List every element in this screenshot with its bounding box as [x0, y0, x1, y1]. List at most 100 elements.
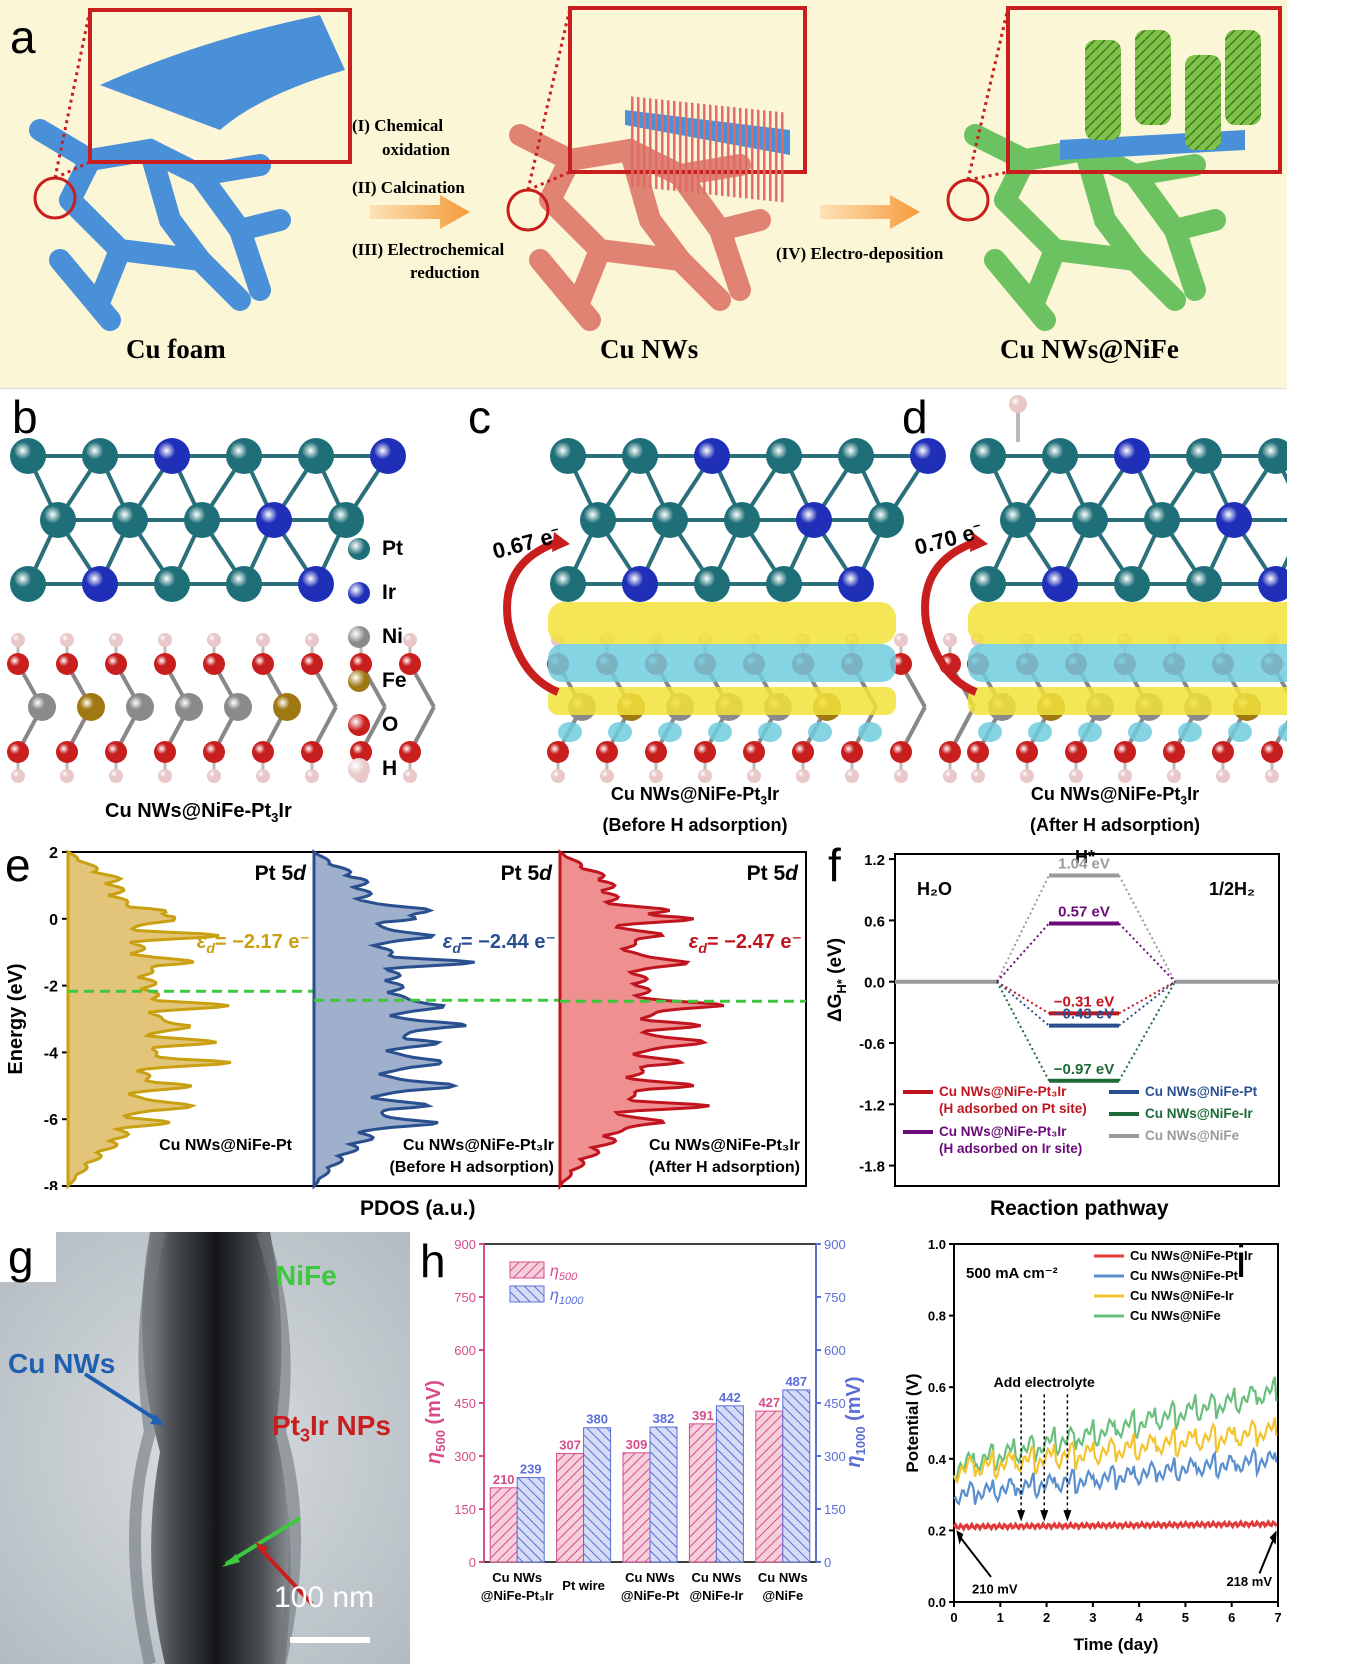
y-tick-label: 0.6 [864, 913, 885, 930]
y-tick-label: 0.4 [928, 1452, 947, 1467]
bar-eta1000 [715, 1405, 744, 1563]
pathway-dotted [996, 981, 1050, 1082]
scale-bar-label: 100 nm [274, 1581, 375, 1614]
x-tick-label: 4 [1136, 1610, 1144, 1625]
panel-g-tem-image: g NiFe Cu NWs Pt3Ir NPs 100 nm [0, 1232, 410, 1664]
panel-c-label: c [468, 391, 491, 443]
i-frame [953, 1243, 1279, 1603]
panel-d-label: d [902, 391, 928, 443]
bar-value-label: 382 [653, 1411, 675, 1426]
level-value-label: −0.97 eV [1054, 1061, 1114, 1078]
atom-legend-dot [348, 758, 370, 780]
level-value-label: −0.43 eV [1054, 1006, 1114, 1023]
start-arrow [956, 1533, 992, 1578]
bar-value-label: 309 [626, 1437, 648, 1452]
step-text-2: oxidation [382, 140, 451, 159]
x-tick-label: 3 [1089, 1610, 1096, 1625]
y-axis-label: Potential (V) [903, 1373, 922, 1472]
bar-value-label: 210 [493, 1472, 515, 1487]
atom-legend-dot [348, 538, 370, 560]
atom-legend-label: Ni [382, 625, 403, 648]
right-tick-label: 300 [824, 1449, 846, 1464]
bar-eta500 [622, 1452, 651, 1563]
atom-legend-item: Fe [348, 659, 438, 703]
y-tick-label: -4 [44, 1045, 58, 1062]
right-axis-label: η1000 (mV) [843, 1376, 868, 1467]
level-value-label: 0.57 eV [1058, 903, 1110, 920]
panel-g-label-bg [0, 1232, 56, 1282]
add-electrolyte-label: Add electrolyte [994, 1374, 1095, 1390]
caption-cu-nws: Cu NWs [600, 334, 699, 364]
right-tick-label: 600 [824, 1343, 846, 1358]
charge-transfer-arrowhead [552, 532, 570, 552]
subpanel-name-2: (After H adsorption) [649, 1159, 800, 1176]
caption-cu-foam: Cu foam [126, 334, 226, 364]
atom-legend-label: O [382, 713, 399, 736]
panel-e-label: e [5, 839, 31, 891]
x-tick-label: 0 [950, 1610, 957, 1625]
x-tick-label: 1 [997, 1610, 1004, 1625]
pathway-dotted [1118, 981, 1176, 1082]
add-electrolyte-arrowhead [1017, 1510, 1026, 1522]
bar-value-label: 391 [692, 1408, 714, 1423]
label-nife: NiFe [276, 1260, 337, 1291]
end-arrowhead [1269, 1530, 1277, 1545]
pdos-curve [312, 848, 475, 1190]
right-tick-label: 750 [824, 1290, 846, 1305]
d-band-center-label: εd= −2.17 e⁻ [197, 931, 310, 956]
category-label: Cu NWs [691, 1570, 741, 1585]
panel-c-caption: Cu NWs@NiFe-Pt3Ir (Before H adsorption) [602, 784, 788, 835]
panel-e-xlabel: PDOS (a.u.) [360, 1197, 476, 1220]
panel-a-illustration [29, 6, 1282, 331]
subpanel-name: Cu NWs@NiFe-Pt₃Ir [403, 1137, 554, 1154]
panel-h-label: h [420, 1235, 446, 1287]
charge-transfer-arrow [921, 538, 978, 696]
bar-eta500 [755, 1410, 784, 1563]
zoom-box-a1 [88, 8, 352, 164]
label-pt3ir-nps: Pt3Ir NPs [272, 1410, 391, 1446]
subpanel-name: Cu NWs@NiFe-Pt [159, 1137, 293, 1154]
lattice-structure [967, 395, 1287, 783]
atom-legend-label: Fe [382, 669, 407, 692]
panel-b-caption: Cu NWs@NiFe-Pt3Ir [105, 800, 292, 825]
legend-label: Cu NWs@NiFe-Pt₃Ir [1130, 1248, 1253, 1263]
panel-f-xlabel: Reaction pathway [990, 1197, 1169, 1220]
h2-label: 1/2H₂ [1209, 879, 1255, 899]
atom-legend-dot [348, 670, 370, 692]
add-electrolyte-arrowhead [1063, 1510, 1072, 1522]
y-tick-label: 1.2 [864, 852, 885, 869]
legend-swatch [509, 1261, 545, 1279]
atom-legend-item: Ir [348, 571, 438, 615]
legend-label: Cu NWs@NiFe-Ir [1145, 1106, 1253, 1121]
category-label-2: @NiFe-Pt [621, 1588, 680, 1603]
pathway-dotted [1118, 980, 1176, 1027]
y-tick-label: 0.8 [928, 1309, 946, 1324]
bar-eta1000 [782, 1389, 811, 1563]
pdos-curve [558, 849, 725, 1190]
category-label-2: @NiFe-Pt₃Ir [481, 1588, 554, 1603]
pathway-dotted [996, 980, 1050, 1015]
left-tick-label: 0 [469, 1555, 476, 1570]
lattice-structure [7, 438, 436, 783]
panel-h-bar-chart: 0 0 150 150 300 300 450 450 600 600 750 750 900 900 η5… [423, 1237, 868, 1603]
bar-eta500 [556, 1453, 585, 1563]
legend-label: Cu NWs@NiFe [1130, 1308, 1221, 1323]
atom-legend-label: Ir [382, 581, 397, 604]
start-arrowhead [956, 1530, 964, 1545]
legend-label: Cu NWs@NiFe-Pt [1145, 1084, 1258, 1099]
y-tick-label: 0.0 [928, 1595, 946, 1610]
left-tick-label: 900 [454, 1237, 476, 1252]
panel-a: a (I) Chemical oxidation (II) Calcinatio… [0, 0, 1287, 389]
d-band-center-label: εd= −2.47 e⁻ [689, 931, 802, 956]
y-tick-label: -1.8 [859, 1159, 885, 1176]
category-label: Cu NWs [492, 1570, 542, 1585]
left-tick-label: 600 [454, 1343, 476, 1358]
panel-i-line-chart: 0.0 0.2 0.4 0.6 0.8 1.0 0 1 2 3 4 5 6 7 Potential (V) T… [903, 1237, 1282, 1654]
left-axis-label: η500 (mV) [423, 1380, 448, 1464]
bar-value-label: 380 [586, 1412, 608, 1427]
y-tick-label: 0.2 [928, 1523, 946, 1538]
charge-transfer-arrowhead [970, 532, 988, 552]
subpanel-name: Cu NWs@NiFe-Pt₃Ir [649, 1137, 800, 1154]
y-tick-label: 0.0 [864, 975, 885, 992]
category-label: Cu NWs [758, 1570, 808, 1585]
